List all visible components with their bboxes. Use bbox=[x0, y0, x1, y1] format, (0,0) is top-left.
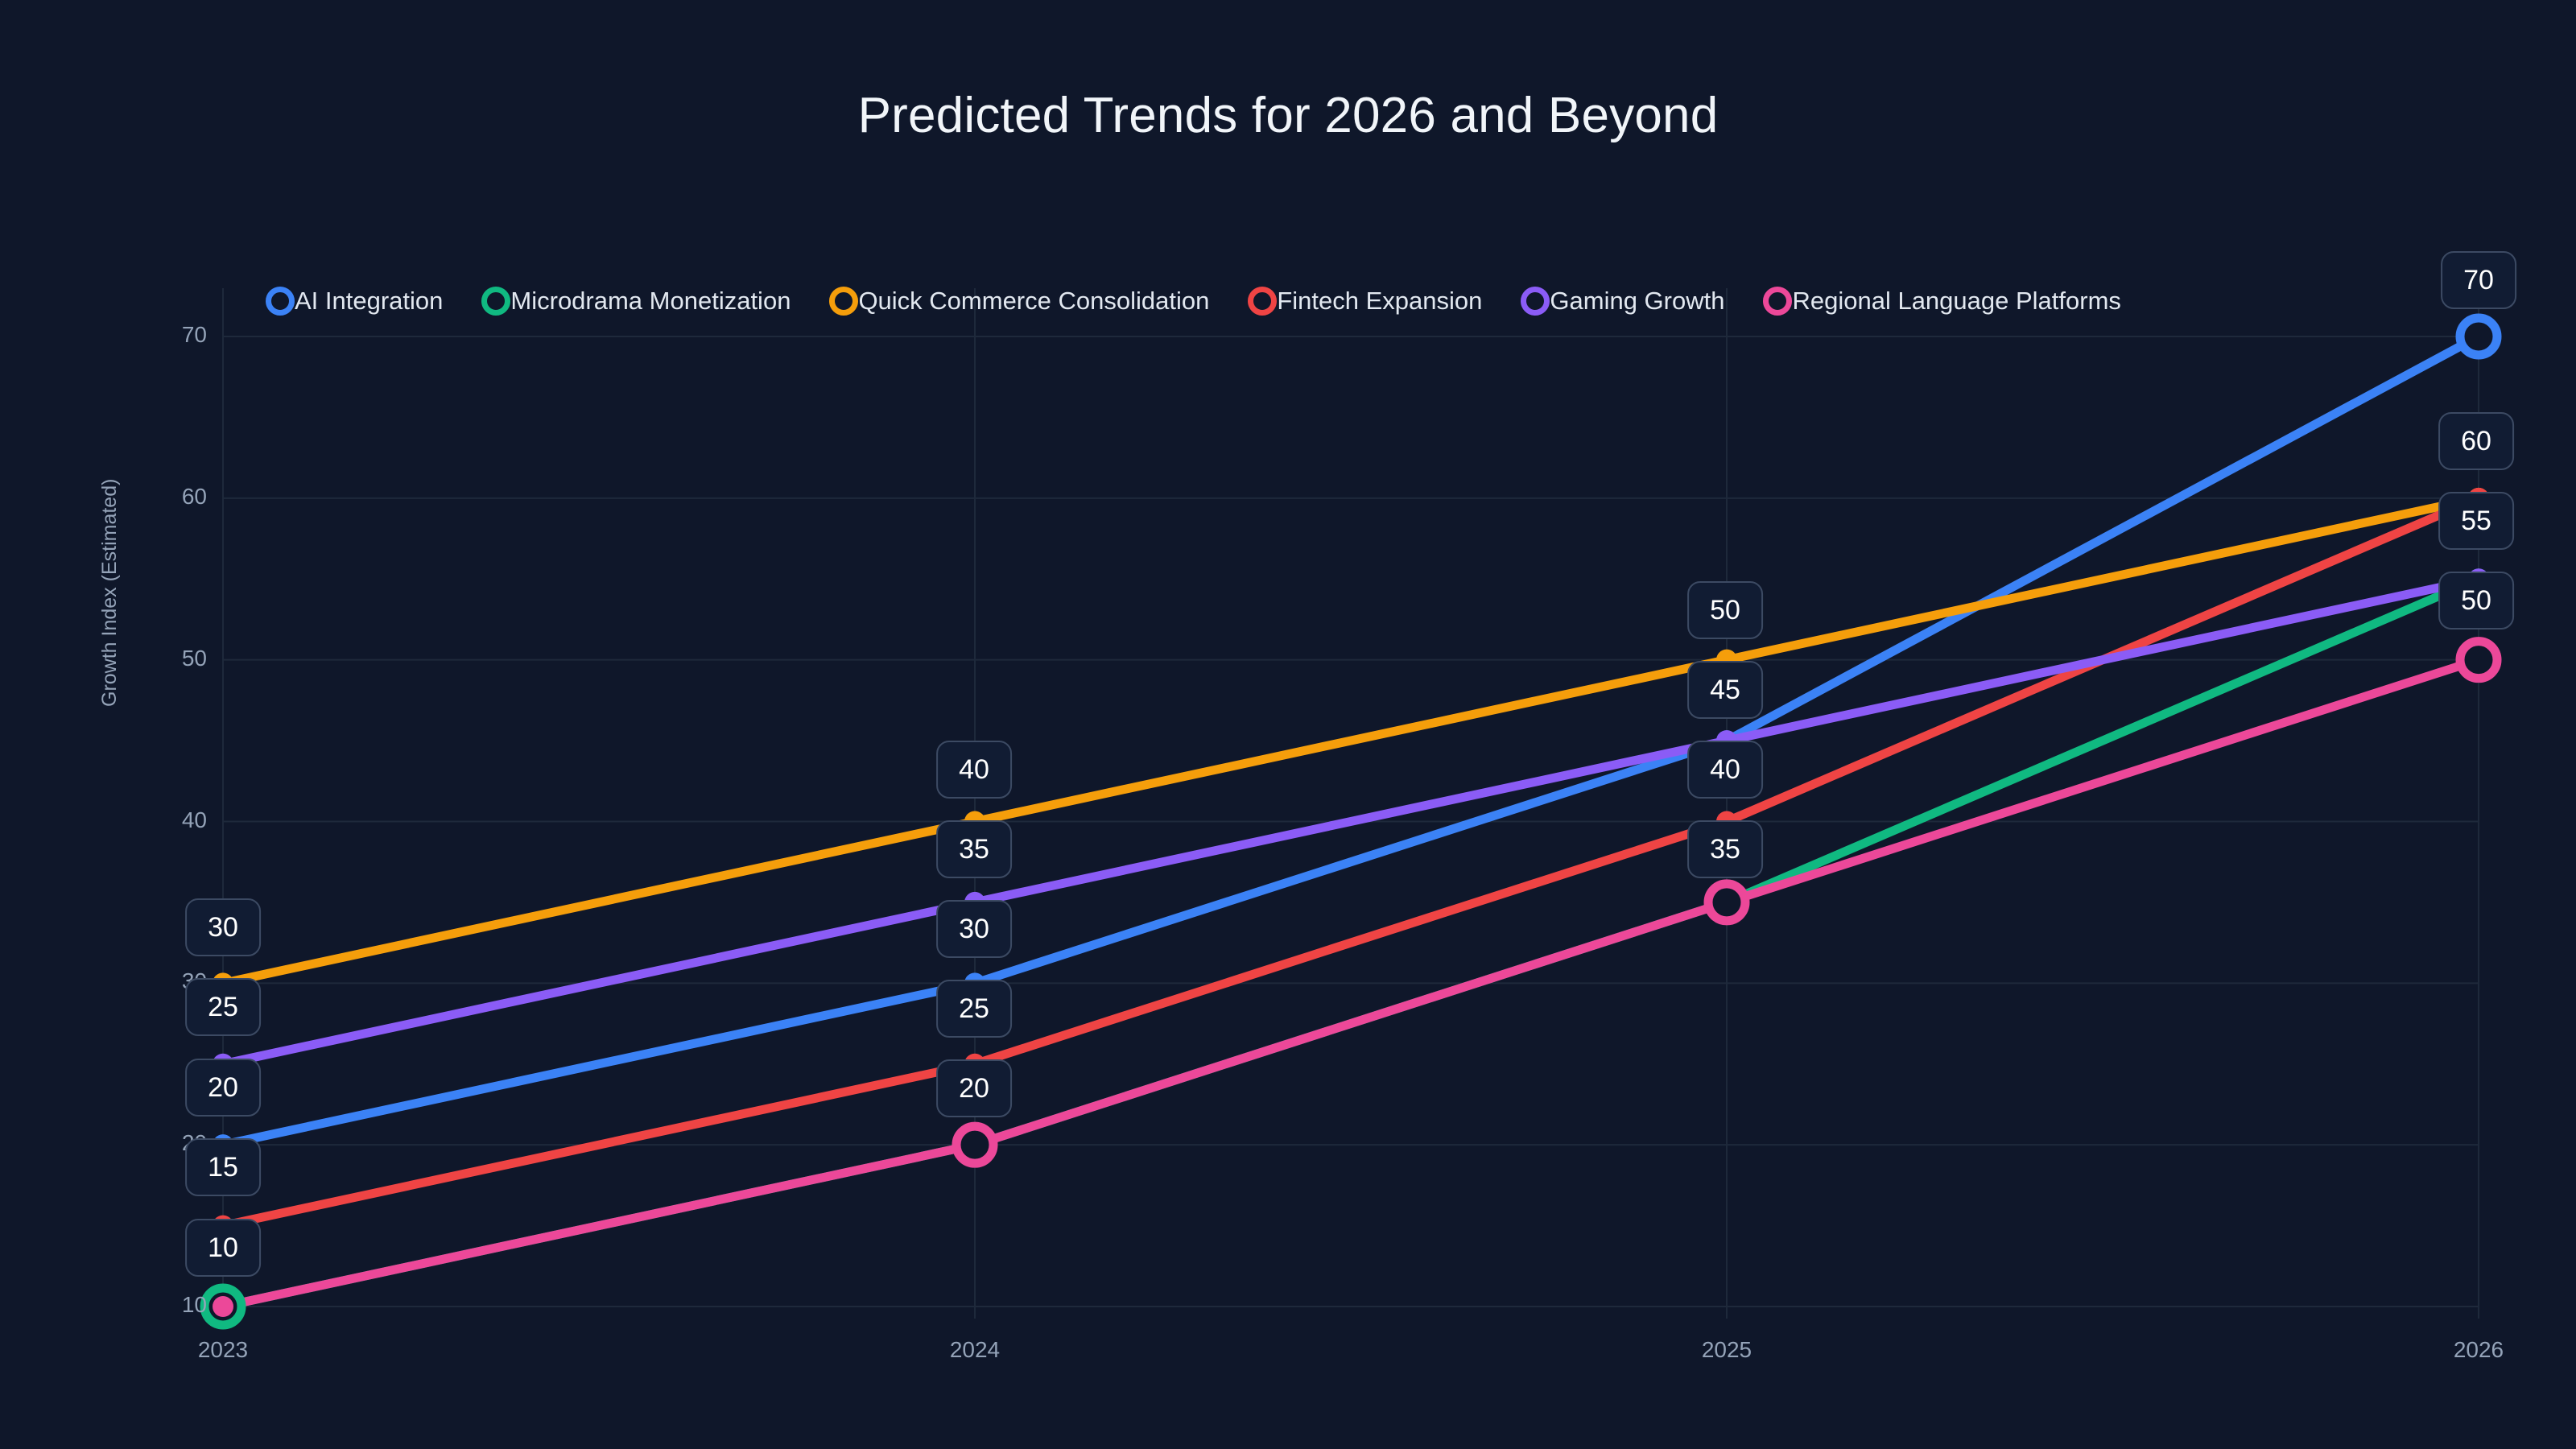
legend-item-label: Quick Commerce Consolidation bbox=[858, 287, 1210, 315]
data-point-marker[interactable] bbox=[1703, 879, 1750, 926]
legend-item-label: Microdrama Monetization bbox=[510, 287, 791, 315]
data-point-marker[interactable] bbox=[952, 1121, 998, 1168]
y-axis-tick-label: 10 bbox=[181, 1292, 207, 1317]
legend-item[interactable]: Gaming Growth bbox=[1521, 287, 1724, 316]
page-title: Predicted Trends for 2026 and Beyond bbox=[857, 88, 1719, 143]
legend-item[interactable]: Regional Language Platforms bbox=[1763, 287, 2121, 316]
legend-item[interactable]: Fintech Expansion bbox=[1248, 287, 1482, 316]
series-line[interactable] bbox=[218, 655, 2483, 1311]
chart-legend: AI Integration Microdrama Monetization Qui… bbox=[266, 287, 2121, 316]
legend-item-label: Fintech Expansion bbox=[1277, 287, 1483, 315]
legend-item-label: AI Integration bbox=[295, 287, 444, 315]
legend-marker-circle-icon bbox=[481, 287, 511, 316]
series-lines bbox=[218, 332, 2483, 1311]
data-value-label: 25 bbox=[185, 978, 261, 1036]
legend-item[interactable]: Microdrama Monetization bbox=[481, 287, 791, 316]
data-value-label: 30 bbox=[936, 900, 1012, 958]
data-value-label: 30 bbox=[185, 898, 261, 956]
y-axis-title: Growth Index (Estimated) bbox=[98, 478, 121, 707]
x-axis-tick-label: 2023 bbox=[197, 1337, 249, 1362]
legend-marker-circle-icon bbox=[1763, 287, 1793, 316]
data-value-label: 50 bbox=[1687, 581, 1763, 639]
data-value-label: 25 bbox=[936, 980, 1012, 1038]
data-value-label: 70 bbox=[2441, 251, 2516, 309]
legend-item[interactable]: Quick Commerce Consolidation bbox=[829, 287, 1209, 316]
y-axis-tick-label: 50 bbox=[181, 645, 207, 671]
data-point-marker[interactable] bbox=[2455, 637, 2502, 683]
data-value-label: 20 bbox=[185, 1059, 261, 1117]
data-value-label: 35 bbox=[1687, 820, 1763, 878]
y-axis-tick-label: 60 bbox=[181, 483, 207, 509]
data-value-label: 10 bbox=[185, 1219, 261, 1277]
y-axis-tick-label: 40 bbox=[181, 807, 207, 832]
data-value-label: 55 bbox=[2438, 492, 2514, 550]
series-line[interactable] bbox=[218, 574, 2483, 1069]
legend-marker-circle-icon bbox=[266, 287, 295, 316]
data-value-label: 15 bbox=[185, 1138, 261, 1196]
legend-item-label: Regional Language Platforms bbox=[1792, 287, 2121, 315]
legend-item[interactable]: AI Integration bbox=[266, 287, 443, 316]
legend-marker-circle-icon bbox=[1521, 287, 1550, 316]
data-point-marker[interactable] bbox=[2455, 313, 2502, 360]
y-axis-tick-label: 70 bbox=[181, 322, 207, 347]
data-value-label: 35 bbox=[936, 820, 1012, 878]
legend-marker-circle-icon bbox=[1248, 287, 1278, 316]
data-value-label: 40 bbox=[936, 741, 1012, 799]
legend-item-label: Gaming Growth bbox=[1550, 287, 1725, 315]
gridlines bbox=[222, 288, 2479, 1319]
data-value-label: 50 bbox=[2438, 572, 2514, 630]
data-value-label: 60 bbox=[2438, 412, 2514, 470]
x-axis-tick-label: 2025 bbox=[1701, 1337, 1752, 1362]
data-value-label: 40 bbox=[1687, 741, 1763, 799]
legend-marker-circle-icon bbox=[829, 287, 859, 316]
series-line[interactable] bbox=[218, 493, 2483, 988]
series-line[interactable] bbox=[218, 332, 2483, 1150]
data-point-marker[interactable] bbox=[213, 1296, 233, 1317]
x-axis-tick-label: 2024 bbox=[949, 1337, 1001, 1362]
x-axis-tick-label: 2026 bbox=[2453, 1337, 2504, 1362]
data-value-label: 45 bbox=[1687, 661, 1763, 719]
data-value-label: 20 bbox=[936, 1059, 1012, 1117]
